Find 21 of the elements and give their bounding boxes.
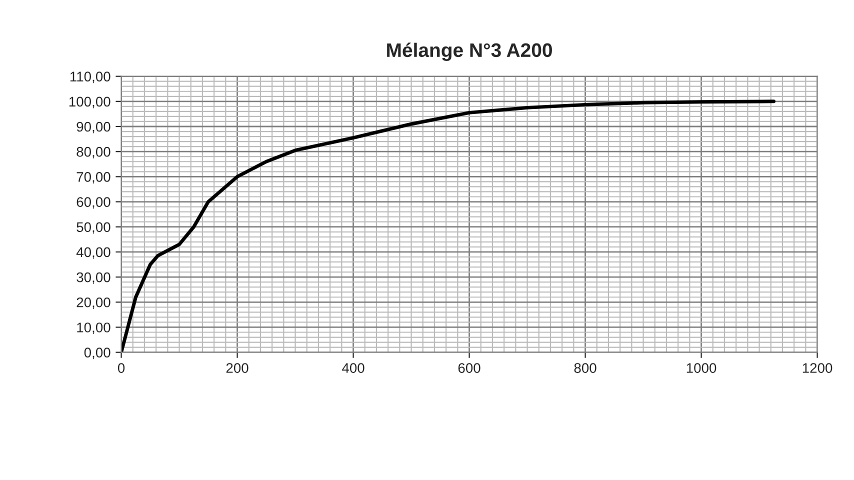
y-tick-label: 50,00 (76, 222, 110, 234)
x-tick-label: 800 (574, 363, 596, 373)
x-tick-label: 600 (458, 363, 480, 373)
x-tick-label: 400 (342, 363, 364, 373)
y-tick-label: 90,00 (76, 122, 110, 134)
y-tick-label: 70,00 (76, 172, 110, 184)
line-series (121, 100, 776, 352)
y-tick-label: 110,00 (70, 72, 110, 84)
x-tick-label: 1200 (802, 363, 832, 373)
y-tick-label: 0,00 (84, 348, 110, 360)
y-tick-label: 30,00 (76, 272, 110, 284)
x-tick-label: 1000 (686, 363, 716, 373)
x-tick-label: 0 (118, 363, 125, 373)
x-tick-label: 200 (226, 363, 248, 373)
y-tick-label: 10,00 (77, 322, 110, 334)
y-tick-label: 80,00 (76, 146, 110, 158)
chart-title: Mélange N°3 A200 (387, 42, 552, 61)
y-tick-label: 20,00 (76, 297, 110, 309)
y-tick-label: 100,00 (69, 96, 110, 108)
y-tick-label: 40,00 (76, 247, 110, 259)
y-tick-label: 60,00 (76, 197, 110, 209)
